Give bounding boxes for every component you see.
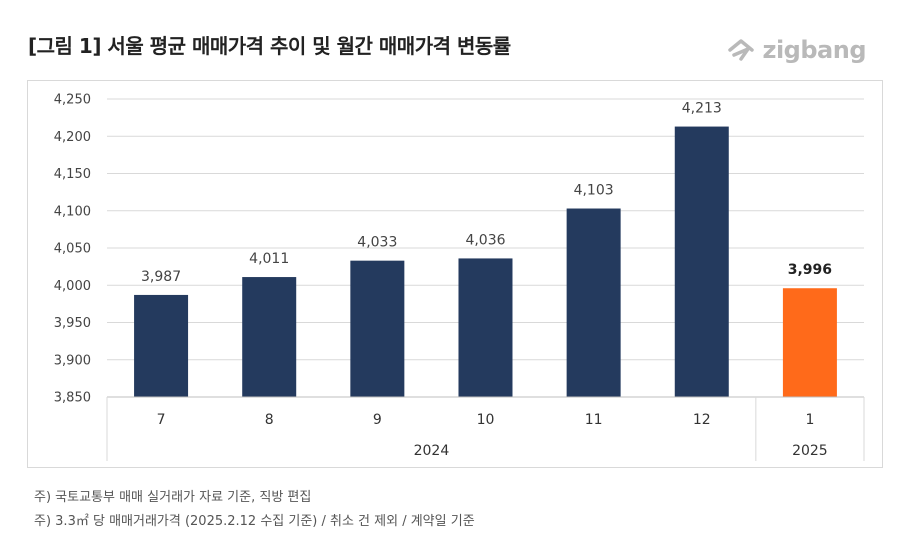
bar-12 xyxy=(674,126,729,397)
bar-7 xyxy=(134,294,189,397)
data-labels: 3,987 4,011 4,033 4,036 4,103 4,213 3,996 xyxy=(141,101,832,285)
data-label: 4,011 xyxy=(249,251,289,267)
zigbang-logo-icon xyxy=(728,39,755,61)
data-label: 3,987 xyxy=(141,269,181,285)
data-label: 3,996 xyxy=(788,262,832,278)
y-tick-label: 3,950 xyxy=(54,316,91,331)
y-axis-tick-labels: 3,850 3,900 3,950 4,000 4,050 4,100 4,150 4,200… xyxy=(54,93,91,406)
footnotes: 주) 국토교통부 매매 실거래가 자료 기준, 직방 편집 주) 3.3㎡ 당 … xyxy=(34,486,475,534)
x-tick-label: 11 xyxy=(585,412,603,428)
data-label: 4,036 xyxy=(465,232,505,248)
y-tick-label: 4,250 xyxy=(54,93,91,108)
chart-container: 3,850 3,900 3,950 4,000 4,050 4,100 4,150 4,200… xyxy=(27,80,883,468)
logo-text: zigbang xyxy=(762,36,866,64)
x-tick-label: 7 xyxy=(157,412,166,428)
footnote-source: 주) 국토교통부 매매 실거래가 자료 기준, 직방 편집 xyxy=(34,490,312,505)
bar-9 xyxy=(350,260,405,397)
y-tick-label: 3,900 xyxy=(54,353,91,368)
data-label: 4,213 xyxy=(682,101,722,117)
bar-1 xyxy=(782,288,837,397)
bar-8 xyxy=(242,277,297,397)
y-tick-label: 4,200 xyxy=(54,130,91,145)
y-tick-label: 4,150 xyxy=(54,167,91,182)
bar-11 xyxy=(566,208,621,397)
x-group-label: 2025 xyxy=(792,443,828,459)
page-title: [그림 1] 서울 평균 매매가격 추이 및 월간 매매가격 변동률 xyxy=(28,34,511,58)
x-tick-label: 10 xyxy=(477,412,495,428)
x-tick-label: 1 xyxy=(805,412,814,428)
gridlines xyxy=(107,98,864,398)
x-group-label: 2024 xyxy=(414,443,450,459)
x-axis: 7 8 9 10 11 12 1 2024 2025 xyxy=(106,396,865,461)
bar-chart: 3,850 3,900 3,950 4,000 4,050 4,100 4,150 4,200… xyxy=(54,93,865,461)
bars xyxy=(134,126,837,397)
bar-10 xyxy=(458,258,513,397)
x-tick-label: 12 xyxy=(693,412,711,428)
y-tick-label: 4,100 xyxy=(54,204,91,219)
y-tick-label: 3,850 xyxy=(54,391,91,406)
y-tick-label: 4,050 xyxy=(54,242,91,257)
footnote-criteria: 주) 3.3㎡ 당 매매거래가격 (2025.2.12 수집 기준) / 취소 … xyxy=(34,514,475,529)
x-tick-label: 8 xyxy=(265,412,274,428)
x-tick-label: 9 xyxy=(373,412,382,428)
logo: zigbang xyxy=(726,36,866,64)
data-label: 4,033 xyxy=(357,235,397,251)
data-label: 4,103 xyxy=(574,183,614,199)
y-tick-label: 4,000 xyxy=(54,279,91,294)
